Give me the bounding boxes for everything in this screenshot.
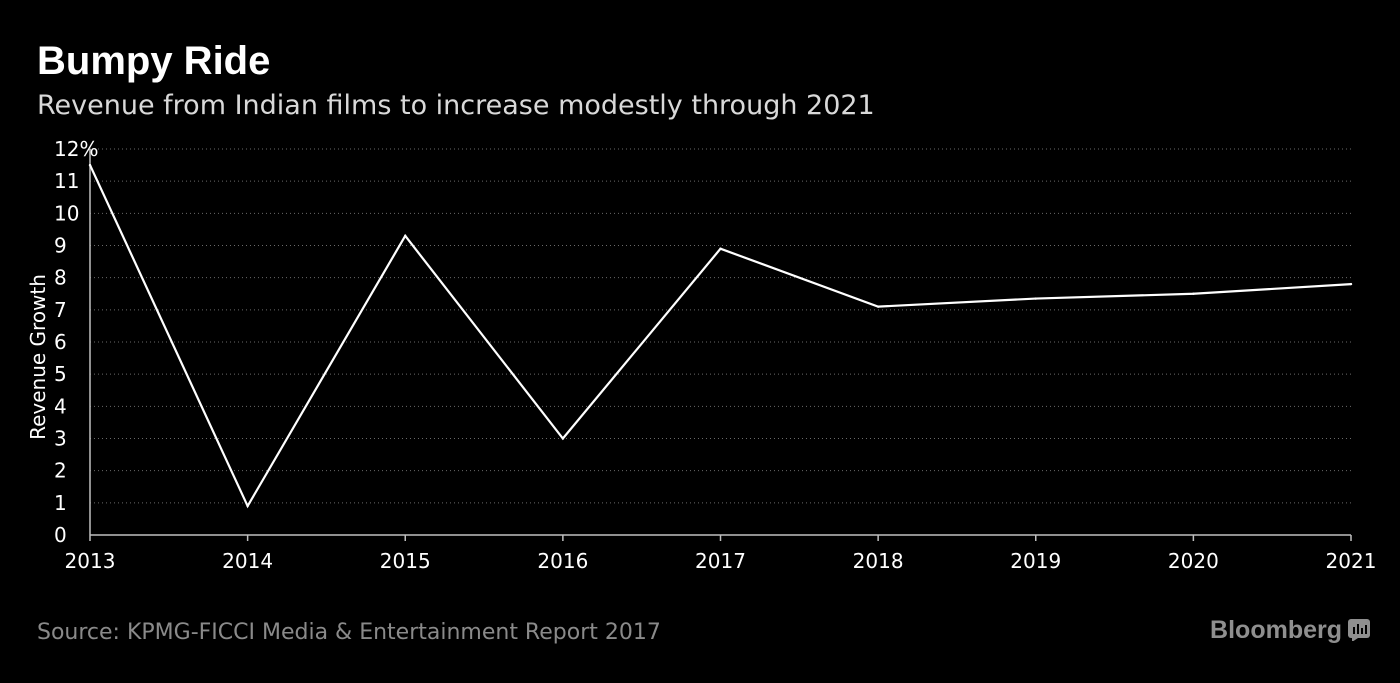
series-line	[89, 164, 1352, 509]
y-tick-labels: 0 1 2 3 4 5 6 7 8 9 10 11 12%	[54, 137, 98, 547]
y-tick-label: 0	[54, 523, 67, 547]
data-point	[88, 163, 92, 167]
x-tick-label: 2014	[222, 549, 273, 573]
data-point	[876, 305, 880, 308]
source-note: Source: KPMG-FICCI Media & Entertainment…	[37, 620, 661, 645]
x-tick-label: 2018	[853, 549, 904, 573]
data-point	[404, 234, 407, 238]
y-tick-label: 8	[54, 266, 67, 290]
y-axis-label: Revenue Growth	[26, 274, 50, 440]
y-tick-label: 6	[54, 330, 67, 354]
x-tick-label: 2021	[1326, 549, 1377, 573]
data-point	[561, 437, 565, 440]
x-tick-label: 2020	[1168, 549, 1219, 573]
y-tick-label: 12%	[54, 137, 98, 161]
chart-subtitle: Revenue from Indian films to increase mo…	[37, 90, 875, 121]
y-tick-label: 5	[54, 362, 67, 386]
series-group	[88, 163, 1353, 509]
data-point	[1349, 282, 1353, 286]
grid-lines	[90, 148, 1351, 504]
y-tick-label: 9	[54, 234, 67, 258]
x-tick-label: 2013	[65, 549, 116, 573]
x-tick-label: 2017	[695, 549, 746, 573]
y-tick-label: 2	[54, 459, 67, 483]
brand-logo: Bloomberg	[1210, 613, 1370, 647]
x-tick-label: 2015	[380, 549, 431, 573]
x-tick-label: 2019	[1010, 549, 1061, 573]
y-tick-label: 1	[54, 491, 67, 515]
chart-title: Bumpy Ride	[37, 39, 271, 83]
axes	[89, 149, 1352, 541]
y-tick-label: 3	[54, 427, 67, 451]
y-tick-label: 7	[54, 298, 67, 322]
x-tick-labels: 2013 2014 2015 2016 2017 2018 2019 2020 2021	[65, 549, 1377, 573]
brand-name: Bloomberg	[1210, 616, 1342, 644]
y-tick-label: 4	[54, 394, 67, 418]
y-tick-label: 11	[54, 169, 79, 193]
data-point	[246, 504, 249, 508]
y-tick-label: 10	[54, 201, 79, 225]
x-tick-label: 2016	[537, 549, 588, 573]
bloomberg-chart-icon	[1348, 619, 1370, 641]
data-point	[719, 247, 722, 250]
data-point	[1192, 292, 1195, 295]
data-point	[1034, 297, 1037, 300]
